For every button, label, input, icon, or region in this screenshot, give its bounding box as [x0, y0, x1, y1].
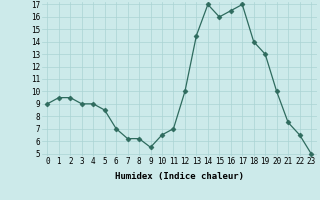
X-axis label: Humidex (Indice chaleur): Humidex (Indice chaleur) — [115, 172, 244, 181]
